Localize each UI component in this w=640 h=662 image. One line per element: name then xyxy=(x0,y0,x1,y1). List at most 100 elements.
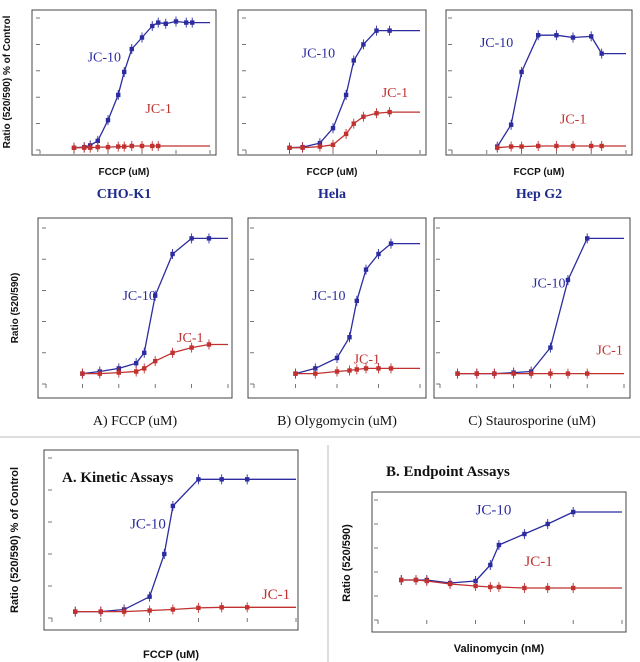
ylabel-kinetic: Ratio (520/590) % of Control xyxy=(9,467,21,613)
xlabel-endpoint: Valinomycin (nM) xyxy=(454,643,545,655)
jc10-series-label: JC-10 xyxy=(480,36,513,51)
jc1-fit-line xyxy=(290,112,421,148)
jc1-series-label: JC-1 xyxy=(596,343,622,358)
jc10-series-label: JC-10 xyxy=(122,289,155,304)
jc10-data-point xyxy=(331,126,335,130)
jc1-data-point xyxy=(511,371,515,375)
xlabel-cho-k1: FCCP (uM) xyxy=(99,167,150,178)
jc10-data-point xyxy=(522,532,526,536)
jc1-data-point xyxy=(387,110,391,114)
jc1-data-point xyxy=(399,578,403,582)
jc10-data-point xyxy=(389,241,393,245)
jc1-data-point xyxy=(599,144,603,148)
jc1-data-point xyxy=(448,582,452,586)
title-kinetic: A. Kinetic Assays xyxy=(62,470,173,486)
jc1-data-point xyxy=(495,146,499,150)
jc1-data-point xyxy=(522,586,526,590)
jc10-data-point xyxy=(519,70,523,74)
jc10-data-point xyxy=(164,22,168,26)
jc10-data-point xyxy=(196,477,200,481)
ylabel-cho-k1: Ratio (520/590) % of Control xyxy=(2,15,13,148)
jc10-data-point xyxy=(170,252,174,256)
jc10-data-point xyxy=(106,118,110,122)
jc1-data-point xyxy=(147,608,151,612)
jc10-data-point xyxy=(599,51,603,55)
jc10-data-point xyxy=(171,504,175,508)
jc1-data-point xyxy=(72,146,76,150)
jc10-series-label: JC-10 xyxy=(88,51,121,66)
jc1-data-point xyxy=(116,144,120,148)
jc10-data-point xyxy=(190,20,194,24)
jc1-data-point xyxy=(80,371,84,375)
jc10-data-point xyxy=(122,70,126,74)
jc1-data-point xyxy=(548,371,552,375)
jc10-data-point xyxy=(536,33,540,37)
jc1-data-point xyxy=(318,144,322,148)
jc10-series-label: JC-10 xyxy=(130,516,166,532)
plot-2: JC-10 JC-1 xyxy=(448,18,626,154)
caption-staurosporine: C) Staurosporine (uM) xyxy=(468,414,596,429)
jc1-data-point xyxy=(170,351,174,355)
jc1-data-point xyxy=(140,144,144,148)
plot-1: JC-10JC-1 xyxy=(242,18,420,154)
ylabel-middle-row: Ratio (520/590) xyxy=(10,273,21,344)
jc1-data-point xyxy=(414,578,418,582)
caption-hela: Hela xyxy=(318,187,346,202)
jc1-data-point xyxy=(245,605,249,609)
jc10-data-point xyxy=(347,335,351,339)
jc10-data-point xyxy=(589,34,593,38)
jc10-series-label: JC-10 xyxy=(532,276,565,291)
jc1-series-label: JC-1 xyxy=(382,86,408,101)
jc1-data-point xyxy=(117,370,121,374)
plot-0: JC-10 JC-1 xyxy=(36,16,210,154)
jc1-data-point xyxy=(331,143,335,147)
jc1-data-point xyxy=(374,111,378,115)
plot-4: JC-10JC-1 xyxy=(250,228,420,388)
jc10-data-point xyxy=(174,19,178,23)
jc10-data-point xyxy=(156,20,160,24)
jc10-data-point xyxy=(545,522,549,526)
title-endpoint: B. Endpoint Assays xyxy=(386,464,510,480)
xlabel-hela: FCCP (uM) xyxy=(307,167,358,178)
jc10-data-point xyxy=(585,236,589,240)
jc1-data-point xyxy=(130,144,134,148)
plot-5: JC-10 JC-1 xyxy=(436,228,624,388)
jc1-data-point xyxy=(156,144,160,148)
figure: JC-10 JC-1 JC-10 JC-1 JC-10 JC-1 JC-10 JC-1 JC-1… xyxy=(0,0,640,662)
jc10-data-point xyxy=(509,123,513,127)
jc10-data-point xyxy=(130,47,134,51)
jc10-data-point xyxy=(361,42,365,46)
jc1-data-point xyxy=(529,371,533,375)
jc1-data-point xyxy=(82,146,86,150)
jc10-data-point xyxy=(571,35,575,39)
jc10-data-point xyxy=(335,356,339,360)
jc10-data-point xyxy=(142,351,146,355)
jc1-data-point xyxy=(492,371,496,375)
jc10-data-point xyxy=(554,33,558,37)
jc10-data-point xyxy=(566,278,570,282)
jc1-data-point xyxy=(98,371,102,375)
jc1-series-label: JC-1 xyxy=(145,102,171,117)
jc10-data-point xyxy=(364,267,368,271)
jc10-data-point xyxy=(147,594,151,598)
jc1-data-point xyxy=(352,121,356,125)
jc10-fit-line xyxy=(401,512,622,583)
jc10-data-point xyxy=(189,236,193,240)
jc1-series-label: JC-1 xyxy=(262,587,290,603)
jc1-data-point xyxy=(425,579,429,583)
jc1-data-point xyxy=(455,371,459,375)
jc10-data-point xyxy=(548,345,552,349)
jc1-data-point xyxy=(361,115,365,119)
jc10-series-label: JC-10 xyxy=(312,289,345,304)
jc10-data-point xyxy=(162,552,166,556)
jc1-data-point xyxy=(134,369,138,373)
jc1-data-point xyxy=(73,609,77,613)
xlabel-hepg2: FCCP (uM) xyxy=(514,167,565,178)
jc1-data-point xyxy=(122,144,126,148)
jc1-data-point xyxy=(150,144,154,148)
jc10-data-point xyxy=(571,510,575,514)
jc1-fit-line xyxy=(497,146,626,148)
jc10-data-point xyxy=(245,477,249,481)
jc1-fit-line xyxy=(75,607,296,611)
plot-7: JC-10JC-1 xyxy=(374,500,622,624)
